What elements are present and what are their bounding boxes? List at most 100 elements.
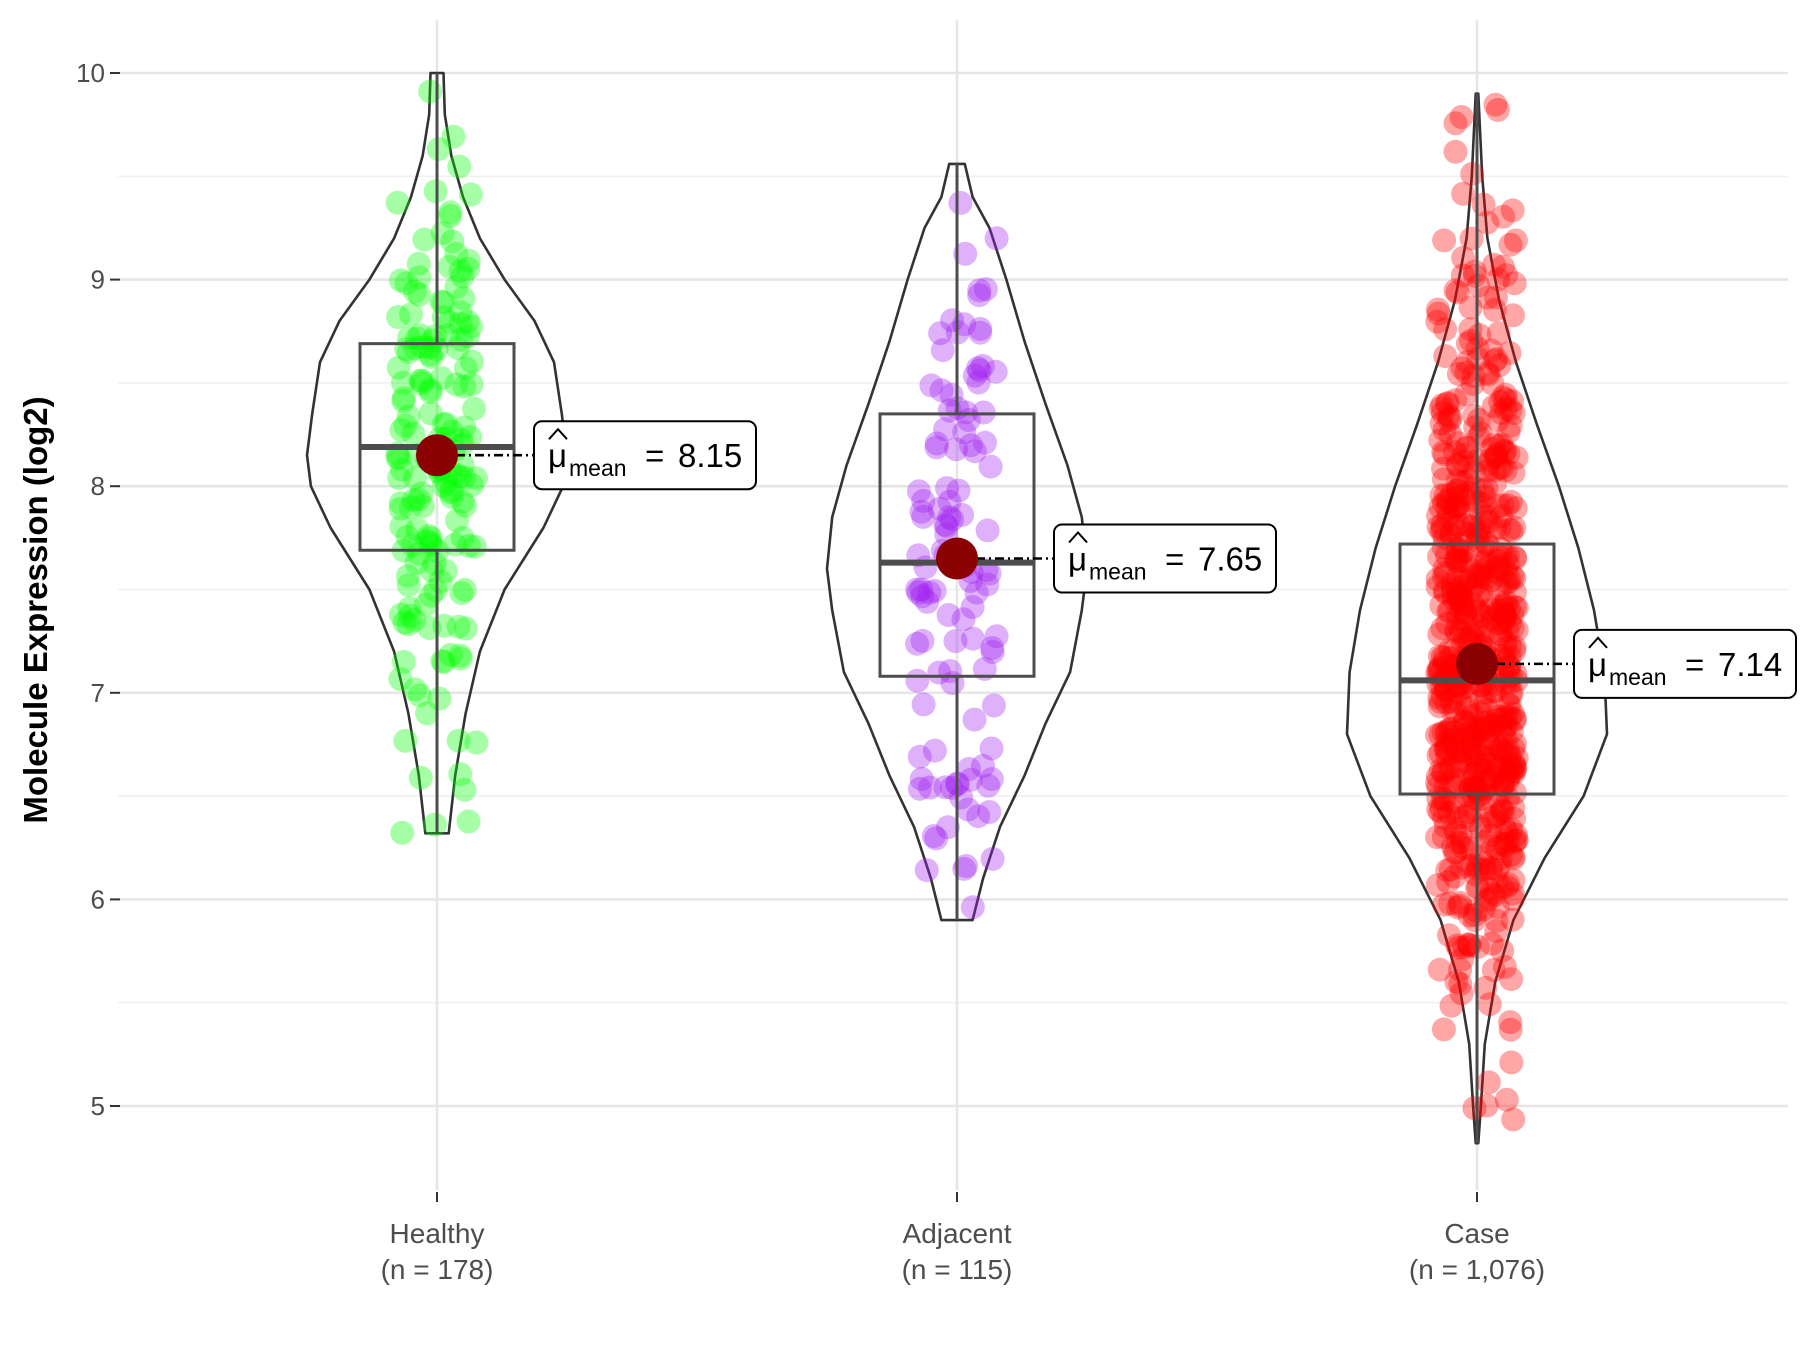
point-healthy	[400, 533, 425, 558]
point-case	[1494, 833, 1518, 858]
point-adjacent	[966, 370, 991, 395]
point-adjacent	[922, 578, 947, 603]
point-case	[1438, 422, 1463, 447]
point-case	[1487, 545, 1512, 570]
point-case	[1481, 679, 1505, 704]
point-healthy	[459, 473, 484, 497]
point-case	[1445, 546, 1469, 571]
point-case	[1493, 458, 1518, 483]
point-case	[1432, 892, 1457, 917]
point-case	[1433, 344, 1458, 369]
point-case	[1434, 730, 1459, 755]
point-case	[1487, 563, 1512, 587]
point-case	[1442, 500, 1467, 525]
point-healthy	[434, 412, 459, 437]
point-case	[1491, 719, 1516, 744]
point-case	[1496, 786, 1520, 811]
point-case	[1475, 697, 1499, 722]
point-case	[1494, 740, 1519, 765]
point-adjacent	[917, 775, 942, 800]
point-case	[1491, 597, 1516, 622]
point-case	[1488, 622, 1513, 647]
point-case	[1433, 814, 1458, 839]
point-healthy	[449, 581, 474, 606]
point-case	[1443, 278, 1468, 303]
point-adjacent	[911, 504, 936, 529]
point-case	[1502, 806, 1527, 831]
point-case	[1482, 252, 1507, 277]
point-case	[1449, 574, 1473, 599]
point-case	[1496, 570, 1521, 595]
point-adjacent	[940, 671, 965, 695]
point-case	[1461, 364, 1486, 389]
point-case	[1478, 509, 1503, 534]
point-case	[1456, 854, 1481, 879]
x-count-healthy: (n = 178)	[381, 1254, 494, 1285]
mean-dot-adjacent	[936, 537, 978, 580]
point-case	[1494, 705, 1518, 730]
point-adjacent	[954, 854, 979, 878]
point-healthy	[399, 302, 423, 327]
point-case	[1448, 972, 1473, 996]
point-case	[1486, 598, 1511, 623]
point-adjacent	[983, 359, 1008, 384]
point-case	[1472, 857, 1497, 882]
point-healthy	[406, 487, 431, 512]
point-case	[1501, 401, 1526, 426]
mean-symbol-case: μ	[1588, 646, 1607, 683]
point-case	[1476, 719, 1501, 744]
point-case	[1454, 360, 1479, 385]
point-healthy	[410, 494, 435, 519]
point-adjacent	[977, 561, 1002, 586]
point-case	[1504, 822, 1528, 847]
point-case	[1498, 232, 1523, 257]
point-healthy	[456, 533, 481, 558]
point-healthy	[464, 466, 489, 491]
point-case	[1499, 842, 1523, 867]
point-case	[1458, 728, 1483, 753]
point-case	[1466, 749, 1491, 774]
point-case	[1460, 372, 1485, 397]
point-case	[1447, 549, 1472, 574]
point-case	[1436, 403, 1461, 428]
point-case	[1454, 513, 1479, 537]
point-case	[1437, 717, 1462, 742]
point-adjacent	[924, 431, 949, 456]
point-case	[1455, 331, 1480, 356]
point-healthy	[456, 248, 481, 273]
point-healthy	[426, 137, 451, 162]
point-healthy	[418, 526, 443, 551]
point-adjacent	[936, 603, 961, 627]
point-healthy	[418, 342, 443, 367]
point-adjacent	[977, 800, 1002, 824]
point-case	[1465, 621, 1490, 646]
point-case	[1497, 705, 1522, 730]
point-case	[1462, 903, 1487, 927]
point-case	[1484, 754, 1509, 779]
point-case	[1448, 768, 1473, 793]
box-adjacent	[878, 412, 1036, 678]
point-case	[1476, 452, 1501, 477]
point-case	[1481, 605, 1506, 630]
point-case	[1425, 825, 1450, 850]
point-case	[1484, 908, 1509, 933]
point-case	[1498, 397, 1523, 422]
point-adjacent	[964, 580, 989, 605]
point-adjacent	[962, 707, 987, 732]
point-case	[1435, 488, 1460, 512]
point-healthy	[418, 377, 443, 402]
point-case	[1496, 872, 1521, 897]
point-case	[1444, 840, 1469, 864]
point-case	[1490, 773, 1515, 798]
point-case	[1494, 559, 1518, 584]
point-case	[1482, 297, 1507, 322]
point-case	[1446, 513, 1471, 538]
y-axis-title: Molecule Expression (log2)	[17, 396, 54, 823]
point-adjacent	[951, 607, 976, 632]
point-adjacent	[905, 577, 930, 602]
point-case	[1476, 726, 1500, 751]
point-case	[1449, 105, 1474, 129]
point-adjacent	[905, 668, 930, 693]
point-case	[1454, 783, 1479, 808]
point-case	[1484, 869, 1509, 894]
